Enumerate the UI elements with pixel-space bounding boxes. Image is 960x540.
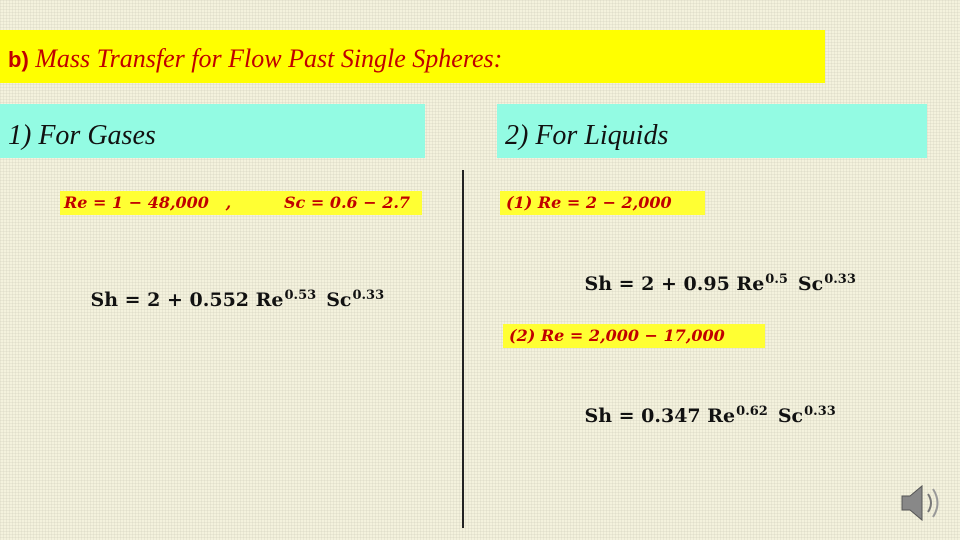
eq-base: Sc — [797, 273, 824, 296]
equation: Sh = 0.347 Re0.62 Sc0.33 — [558, 382, 836, 449]
title-text: Mass Transfer for Flow Past Single Spher… — [35, 44, 503, 73]
range-box: (2) Re = 2,000 − 17,000 — [503, 324, 765, 348]
eq-base: Sc — [777, 405, 804, 428]
eq-exp: 0.5 — [765, 272, 788, 287]
range-box: Re = 1 − 48,000 , Sc = 0.6 − 2.7 — [60, 191, 422, 215]
speaker-icon[interactable] — [898, 480, 948, 526]
range: Sc = 0.6 − 2.7 — [284, 193, 411, 212]
title: b) Mass Transfer for Flow Past Single Sp… — [8, 44, 502, 74]
equation: Sh = 2 + 0.552 Re0.53 Sc0.33 — [64, 266, 384, 333]
range-box: (1) Re = 2 − 2,000 — [500, 191, 705, 215]
range: Re = 1 − 48,000 , — [64, 193, 232, 212]
eq-base: Sc — [326, 289, 352, 312]
range: (1) Re = 2 − 2,000 — [506, 193, 672, 212]
eq-base: Sh = 2 + 0.552 Re — [90, 289, 284, 312]
range: (2) Re = 2,000 − 17,000 — [509, 326, 725, 345]
eq-exp: 0.33 — [804, 404, 836, 419]
title-label: b) — [8, 47, 29, 72]
gases-bar — [0, 104, 425, 158]
liquids-heading: 2) For Liquids — [505, 120, 669, 151]
eq-exp: 0.62 — [736, 404, 768, 419]
eq-base: Sh = 0.347 Re — [584, 405, 736, 428]
gases-heading: 1) For Gases — [8, 120, 156, 151]
equation: Sh = 2 + 0.95 Re0.5 Sc0.33 — [558, 250, 856, 317]
liquids-bar — [497, 104, 927, 158]
eq-base: Sh = 2 + 0.95 Re — [584, 273, 765, 296]
eq-exp: 0.33 — [824, 272, 856, 287]
divider — [462, 170, 464, 528]
eq-exp: 0.53 — [284, 288, 317, 303]
title-bar — [0, 30, 825, 83]
eq-exp: 0.33 — [352, 288, 385, 303]
